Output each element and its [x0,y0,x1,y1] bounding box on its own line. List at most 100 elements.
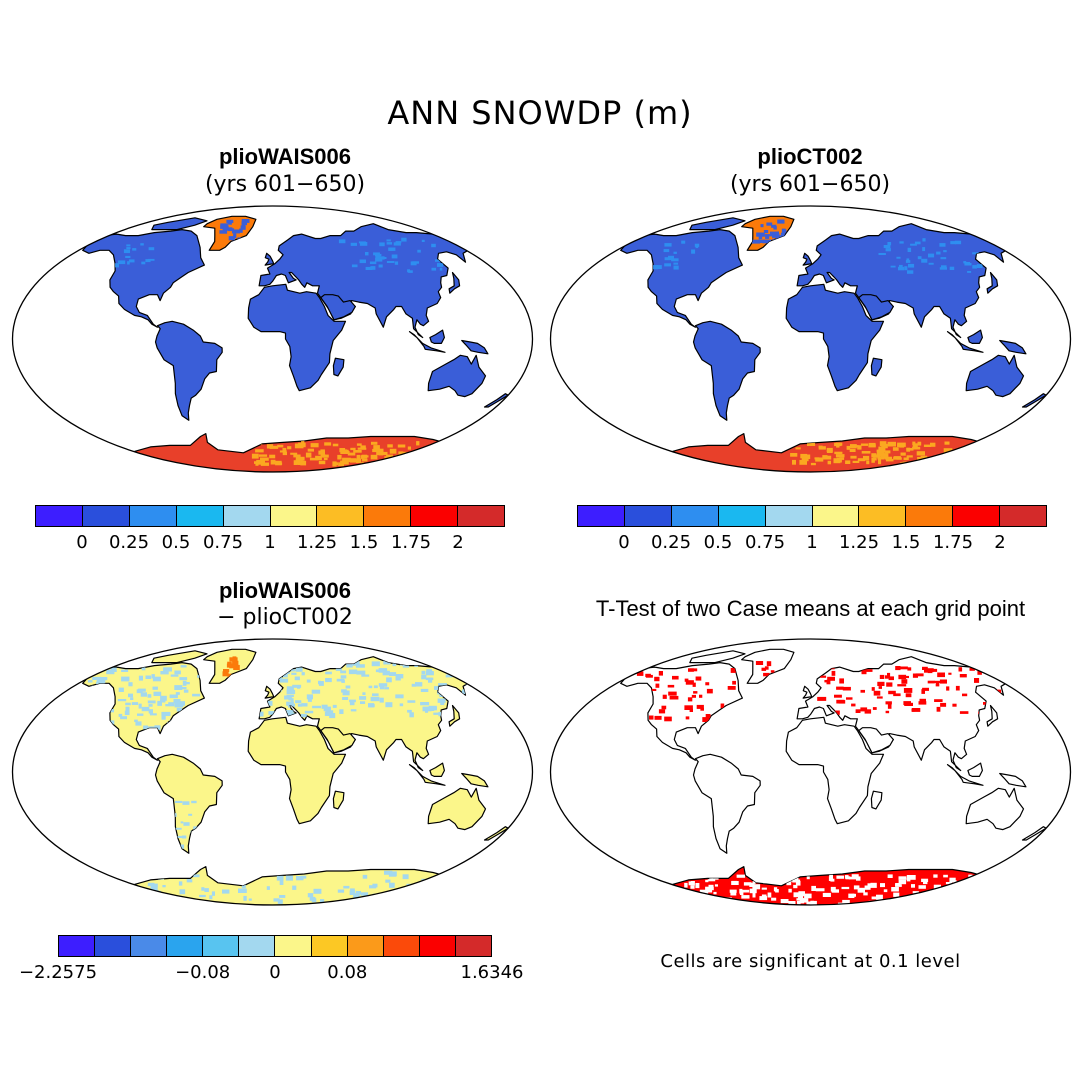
grid-cell-map-bl-nam-97 [182,680,187,686]
grid-cell-map-br-ant-127 [788,901,796,905]
map-snow-depth-difference [11,638,534,906]
grid-cell-map-br-ant-12 [921,878,929,882]
grid-cell-map-tl-ant-36 [277,444,284,448]
grid-cell-map-br-grn-8 [761,667,767,671]
grid-cell-map-bl-nam-90 [64,724,72,728]
grid-cell-map-bl-grn-5 [229,665,237,669]
grid-cell-map-tl-grn-8 [241,219,250,223]
grid-cell-map-tr-ant-89 [826,449,833,453]
grid-cell-map-br-ant-126 [675,874,685,879]
grid-cell-map-br-ant-139 [944,892,953,896]
grid-cell-map-bl-sam-8 [183,822,190,826]
grid-cell-map-bl-nam-66 [197,674,205,678]
grid-cell-map-tl-ant-27 [256,459,265,465]
grid-cell-map-br-ant-108 [796,898,806,901]
grid-cell-map-bl-nam-101 [130,697,134,700]
grid-cell-map-bl-eur-130 [362,692,366,695]
landmass-arabia [858,294,894,321]
grid-cell-map-bl-ant-23 [117,890,121,895]
colorbar-top-right [577,505,1047,527]
colorbar-bl-swatch-5 [239,936,276,956]
grid-cell-map-bl-ant-84 [320,899,325,903]
colorbar-tl-tick-6: 1.5 [349,532,379,553]
grid-cell-map-bl-eur-160 [360,701,366,704]
grid-cell-map-br-eur-88 [885,701,892,705]
colorbar-bl-swatch-7 [311,936,348,956]
grid-cell-map-bl-nam-38 [153,691,162,696]
grid-cell-map-bl-eur-5 [288,669,296,672]
grid-cell-map-br-ant-60 [887,874,893,878]
grid-cell-map-tl-ant-78 [255,449,264,453]
grid-cell-map-tl-ant-71 [255,462,259,466]
grid-cell-map-bl-nam-13 [148,704,153,707]
grid-cell-map-bl-nam-70 [179,724,189,729]
grid-cell-map-br-ant-131 [730,891,737,896]
grid-cell-map-bl-nam-21 [145,675,152,679]
grid-cell-map-br-grn-5 [776,673,782,676]
landmass-africa [247,283,347,392]
grid-cell-map-bl-eur-37 [349,699,356,703]
colorbar-top-left [35,505,505,527]
grid-cell-map-br-ant-80 [923,881,928,885]
landmass-indonesia [408,764,446,786]
grid-cell-map-bl-eur-109 [414,662,422,666]
grid-cell-map-br-grn-4 [764,666,769,670]
panel-subtitle-top-left: (yrs 601−650) [204,172,366,197]
grid-cell-map-tr-nam-5 [663,249,670,253]
grid-cell-map-tl-ant-21 [392,460,401,465]
grid-cell-map-tl-ant-35 [386,454,393,458]
landmass-madagascar [332,357,345,377]
grid-cell-map-bl-ant-17 [248,898,252,901]
grid-cell-map-tr-grn-22 [770,231,777,235]
grid-cell-map-bl-nam-85 [97,697,104,703]
grid-cell-map-bl-sam-10 [180,821,184,824]
grid-cell-map-br-ant-105 [906,875,916,880]
landmass-nz [1021,393,1047,408]
grid-cell-map-br-ant-15 [749,882,755,887]
grid-cell-map-br-eur-25 [838,700,846,704]
grid-cell-map-tr-ant-24 [943,448,953,454]
grid-cell-map-br-ant-93 [752,881,756,884]
grid-cell-map-bl-eur-165 [300,713,307,718]
grid-cell-map-br-ant-56 [788,888,792,893]
grid-cell-map-tl-ant-44 [277,462,283,465]
landmass-newGuinea [461,339,489,355]
grid-cell-map-bl-ant-58 [313,888,322,894]
colorbar-tl-tick-3: 0.75 [202,532,244,553]
grid-cell-map-bl-eur-121 [389,672,397,676]
grid-cell-map-tl-eur-30 [437,263,444,267]
panel-title-bottom-right: T-Test of two Case means at each grid po… [595,596,1026,621]
colorbar-tr-tick-0: 0 [618,532,630,553]
grid-cell-map-bl-eur-159 [313,663,319,668]
colorbar-tl-swatch-6 [317,506,365,526]
grid-cell-map-bl-eur-106 [304,710,314,714]
colorbar-ticks-top-right: 0 0.25 0.5 0.75 1 1.25 1.5 1.75 2 [577,532,1047,556]
grid-cell-map-br-eur-75 [946,686,950,691]
colorbar-tl-tick-0: 0 [76,532,88,553]
grid-cell-map-br-nam-9 [727,686,736,690]
map-snow-depth-pliocT002 [549,205,1072,473]
grid-cell-map-bl-ant-81 [355,891,361,895]
grid-cell-map-bl-nam-64 [106,669,112,674]
grid-cell-map-br-ant-73 [752,892,756,898]
grid-cell-map-br-eur-35 [977,670,982,675]
grid-cell-map-bl-nam-12 [137,713,144,716]
landmass-australia [427,354,487,398]
grid-cell-map-br-nam-17 [705,714,711,719]
grid-cell-map-br-ant-152 [911,884,915,888]
grid-cell-map-tr-ant-58 [892,447,899,451]
grid-cell-map-br-ant-11 [856,876,861,881]
grid-cell-map-br-ant-18 [690,892,695,895]
grid-cell-map-bl-eur-144 [489,714,496,717]
landmass-northAmerica [620,662,743,761]
grid-cell-map-bl-nam-108 [179,677,188,681]
grid-cell-map-bl-ant-53 [389,882,395,888]
colorbar-tr-swatch-5 [812,506,860,526]
grid-cell-map-bl-ant-85 [446,875,451,880]
grid-cell-map-tl-ant-10 [373,445,380,450]
grid-cell-map-tl-nam-12 [123,249,130,254]
landmass-canadaIsl [689,650,746,664]
grid-cell-map-bl-ant-86 [360,892,369,896]
grid-cell-map-tl-grn-14 [219,230,228,234]
grid-cell-map-bl-eur-1 [392,663,397,667]
